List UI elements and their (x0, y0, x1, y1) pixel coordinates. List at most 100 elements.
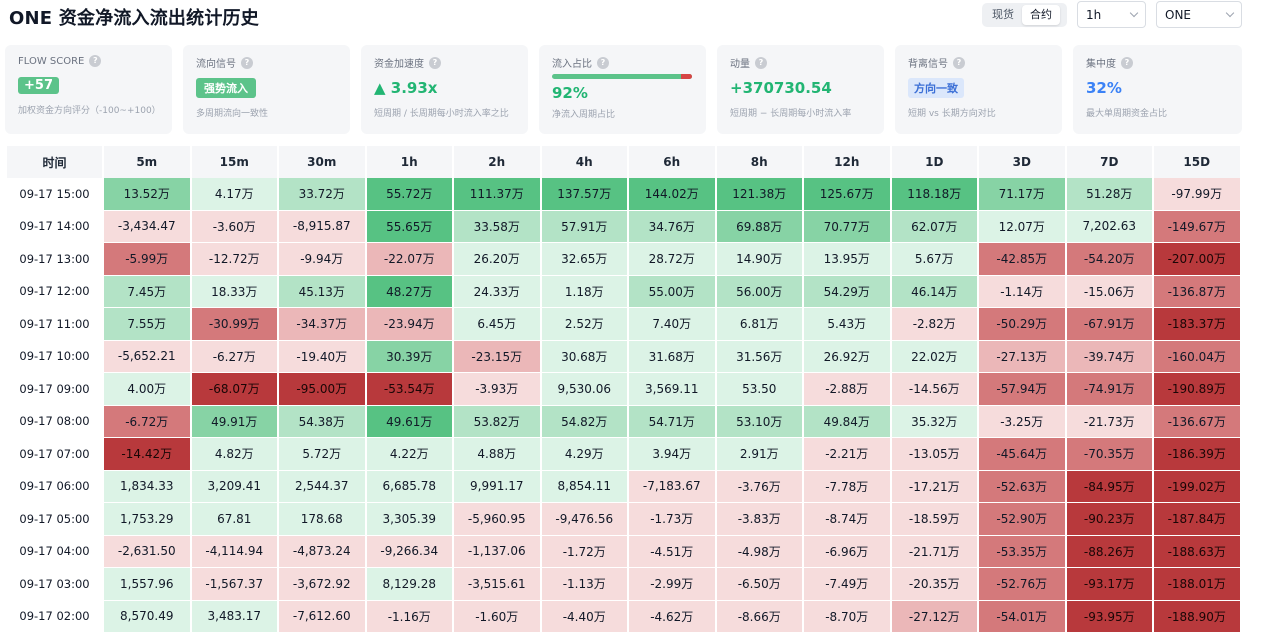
flow-cell[interactable]: 9,530.06 (541, 373, 627, 406)
column-header-12h[interactable]: 12h (804, 146, 890, 178)
flow-cell[interactable]: -5,960.95 (454, 503, 540, 536)
flow-cell[interactable]: -95.00万 (279, 373, 365, 406)
flow-cell[interactable]: -5.99万 (104, 243, 190, 276)
column-header-7D[interactable]: 7D (1066, 146, 1152, 178)
flow-cell[interactable]: -1.13万 (541, 568, 627, 601)
question-circle-icon[interactable]: ? (953, 56, 965, 69)
flow-cell[interactable]: -97.99万 (1154, 178, 1240, 211)
question-circle-icon[interactable]: ? (429, 56, 441, 69)
flow-cell[interactable]: 7.55万 (104, 308, 190, 341)
flow-cell[interactable]: -8,915.87 (279, 210, 365, 243)
flow-cell[interactable]: 121.38万 (716, 178, 802, 211)
flow-cell[interactable]: 3,305.39 (366, 503, 452, 536)
question-circle-icon[interactable]: ? (241, 56, 253, 69)
flow-cell[interactable]: 31.68万 (629, 340, 715, 373)
flow-cell[interactable]: -207.00万 (1154, 243, 1240, 276)
flow-cell[interactable]: 1,834.33 (104, 470, 190, 503)
flow-cell[interactable]: 48.27万 (366, 275, 452, 308)
flow-cell[interactable]: 54.71万 (629, 405, 715, 438)
column-header-5m[interactable]: 5m (104, 146, 190, 178)
flow-cell[interactable]: 33.58万 (454, 210, 540, 243)
flow-cell[interactable]: -188.01万 (1154, 568, 1240, 601)
flow-cell[interactable]: -5,652.21 (104, 340, 190, 373)
flow-cell[interactable]: 28.72万 (629, 243, 715, 276)
flow-cell[interactable]: -1.16万 (366, 600, 452, 633)
flow-cell[interactable]: 4.22万 (366, 438, 452, 471)
flow-cell[interactable]: 5.72万 (279, 438, 365, 471)
flow-cell[interactable]: -188.90万 (1154, 600, 1240, 633)
flow-cell[interactable]: 8,570.49 (104, 600, 190, 633)
flow-cell[interactable]: -34.37万 (279, 308, 365, 341)
flow-cell[interactable]: -8.74万 (804, 503, 890, 536)
interval-select[interactable]: 1h (1077, 1, 1146, 28)
flow-cell[interactable]: -2.99万 (629, 568, 715, 601)
tab-futures[interactable]: 合约 (1022, 5, 1060, 25)
flow-cell[interactable]: 14.90万 (716, 243, 802, 276)
flow-cell[interactable]: 13.95万 (804, 243, 890, 276)
flow-cell[interactable]: -39.74万 (1066, 340, 1152, 373)
flow-cell[interactable]: -50.29万 (979, 308, 1065, 341)
question-circle-icon[interactable]: ? (597, 56, 609, 69)
flow-cell[interactable]: -4.40万 (541, 600, 627, 633)
flow-cell[interactable]: 22.02万 (891, 340, 977, 373)
flow-cell[interactable]: -149.67万 (1154, 210, 1240, 243)
flow-cell[interactable]: -27.13万 (979, 340, 1065, 373)
flow-cell[interactable]: 71.17万 (979, 178, 1065, 211)
flow-cell[interactable]: -7,183.67 (629, 470, 715, 503)
tab-spot[interactable]: 现货 (992, 8, 1014, 21)
flow-cell[interactable]: -4,114.94 (191, 535, 277, 568)
flow-cell[interactable]: 55.72万 (366, 178, 452, 211)
flow-cell[interactable]: -7.49万 (804, 568, 890, 601)
flow-cell[interactable]: 118.18万 (891, 178, 977, 211)
flow-cell[interactable]: -186.39万 (1154, 438, 1240, 471)
flow-cell[interactable]: 9,991.17 (454, 470, 540, 503)
column-header-8h[interactable]: 8h (716, 146, 802, 178)
flow-cell[interactable]: -4,873.24 (279, 535, 365, 568)
flow-cell[interactable]: -7.78万 (804, 470, 890, 503)
flow-cell[interactable]: 3,209.41 (191, 470, 277, 503)
flow-cell[interactable]: 4.82万 (191, 438, 277, 471)
flow-cell[interactable]: -6.72万 (104, 405, 190, 438)
flow-cell[interactable]: 26.92万 (804, 340, 890, 373)
flow-cell[interactable]: -3,515.61 (454, 568, 540, 601)
flow-cell[interactable]: -1.73万 (629, 503, 715, 536)
flow-cell[interactable]: 137.57万 (541, 178, 627, 211)
column-header-15D[interactable]: 15D (1154, 146, 1240, 178)
flow-cell[interactable]: 125.67万 (804, 178, 890, 211)
flow-cell[interactable]: 54.29万 (804, 275, 890, 308)
flow-cell[interactable]: 13.52万 (104, 178, 190, 211)
flow-cell[interactable]: 55.00万 (629, 275, 715, 308)
flow-cell[interactable]: 178.68 (279, 503, 365, 536)
flow-cell[interactable]: -187.84万 (1154, 503, 1240, 536)
flow-cell[interactable]: 30.39万 (366, 340, 452, 373)
flow-cell[interactable]: 62.07万 (891, 210, 977, 243)
flow-cell[interactable]: -8.66万 (716, 600, 802, 633)
flow-cell[interactable]: -53.35万 (979, 535, 1065, 568)
flow-cell[interactable]: 4.00万 (104, 373, 190, 406)
flow-cell[interactable]: 111.37万 (454, 178, 540, 211)
flow-cell[interactable]: 26.20万 (454, 243, 540, 276)
flow-cell[interactable]: -6.27万 (191, 340, 277, 373)
flow-cell[interactable]: -199.02万 (1154, 470, 1240, 503)
flow-cell[interactable]: 8,854.11 (541, 470, 627, 503)
flow-cell[interactable]: -136.67万 (1154, 405, 1240, 438)
flow-cell[interactable]: 57.91万 (541, 210, 627, 243)
flow-cell[interactable]: -93.17万 (1066, 568, 1152, 601)
flow-cell[interactable]: 30.68万 (541, 340, 627, 373)
flow-cell[interactable]: -3.83万 (716, 503, 802, 536)
flow-cell[interactable]: 7,202.63 (1066, 210, 1152, 243)
flow-cell[interactable]: -183.37万 (1154, 308, 1240, 341)
flow-cell[interactable]: 32.65万 (541, 243, 627, 276)
flow-cell[interactable]: 3.94万 (629, 438, 715, 471)
flow-cell[interactable]: -30.99万 (191, 308, 277, 341)
flow-cell[interactable]: -2.21万 (804, 438, 890, 471)
symbol-select[interactable]: ONE (1156, 1, 1242, 28)
flow-cell[interactable]: -23.15万 (454, 340, 540, 373)
flow-cell[interactable]: -3.93万 (454, 373, 540, 406)
flow-cell[interactable]: 4.88万 (454, 438, 540, 471)
flow-cell[interactable]: -84.95万 (1066, 470, 1152, 503)
flow-cell[interactable]: -52.63万 (979, 470, 1065, 503)
flow-cell[interactable]: -53.54万 (366, 373, 452, 406)
flow-cell[interactable]: -8.70万 (804, 600, 890, 633)
flow-cell[interactable]: -27.12万 (891, 600, 977, 633)
